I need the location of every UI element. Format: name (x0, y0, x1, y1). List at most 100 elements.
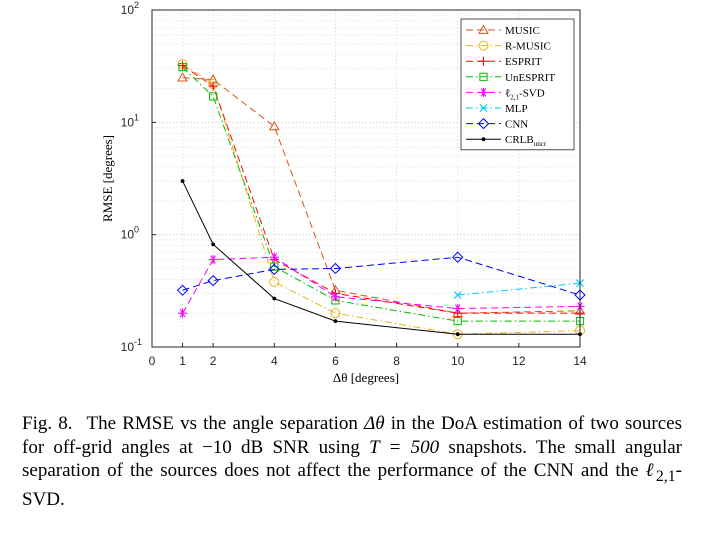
series-line--2-1-svd (182, 256, 581, 314)
legend-entry-r-music: R-MUSIC (466, 40, 551, 53)
y-tick-label: 10 (121, 228, 135, 242)
series-cnn (176, 251, 586, 301)
caption-snr: −10 (202, 436, 232, 458)
square-marker (479, 72, 488, 81)
x-axis-label: Δθ [degrees] (333, 370, 399, 385)
legend-label: CRLBuncr (505, 134, 547, 148)
dot-marker (333, 319, 338, 324)
legend-label: R-MUSIC (505, 41, 551, 53)
series-mlp (453, 279, 584, 300)
x-tick-label: 6 (332, 354, 339, 368)
diamond-marker (268, 263, 280, 276)
asterisk-marker (479, 87, 488, 97)
plus-marker (479, 56, 488, 66)
asterisk-marker (208, 255, 218, 265)
series-line-crlbuncr (182, 180, 580, 335)
caption-text-3: dB SNR using (231, 436, 370, 458)
caption-text-2: in the DoA estimation of two sources for… (22, 413, 682, 458)
legend-entry-crlbuncr: CRLBuncr (466, 134, 547, 148)
legend-label: CNN (505, 119, 528, 131)
legend-entry-unesprit: UnESPRIT (466, 72, 555, 84)
diamond-marker (329, 262, 342, 275)
triangle-marker (478, 24, 489, 34)
figure-caption: Fig. 8. The RMSE vs the angle separation … (22, 412, 682, 512)
x-tick-label: 12 (512, 354, 526, 368)
x-marker-stroke (479, 104, 488, 112)
asterisk-marker (330, 292, 340, 302)
legend-label: ℓ2,1-SVD (505, 87, 545, 101)
x-tick-label: 4 (271, 354, 278, 368)
series-line-mlp (457, 282, 581, 296)
plus-marker (178, 61, 188, 71)
legend-label-main: CRLB (505, 134, 534, 146)
legend-entry-mlp: MLP (466, 103, 528, 115)
legend-entry-music: MUSIC (466, 24, 540, 37)
x-tick-label: 14 (573, 354, 587, 368)
legend-box (460, 18, 575, 151)
series-line-r-music (182, 63, 581, 335)
y-tick-exponent: 0 (134, 225, 139, 235)
caption-l21-sub: 2,1 (655, 467, 676, 485)
caption-l21: ℓ (645, 460, 656, 481)
legend-label-sub: uncr (534, 140, 547, 148)
triangle-marker (177, 72, 188, 82)
y-tick-label: 10 (121, 3, 135, 17)
circle-marker (330, 308, 341, 319)
triangle-marker (268, 120, 280, 131)
square-marker (209, 92, 218, 101)
legend-entry-esprit: ESPRIT (466, 56, 542, 68)
legend-label: MLP (505, 103, 528, 115)
circle-marker (478, 40, 489, 51)
series-unesprit (178, 63, 585, 326)
legend-entry-cnn: CNN (466, 117, 528, 131)
legend-label: MUSIC (505, 25, 540, 37)
x-marker (453, 291, 462, 300)
series-line-unesprit (182, 66, 580, 322)
diamond-marker (176, 284, 189, 296)
dot-marker (211, 242, 216, 247)
dot-marker (455, 332, 460, 337)
x-tick-label: 0 (149, 354, 156, 368)
diamond-marker (477, 117, 490, 130)
x-tick-label: 2 (210, 354, 217, 368)
legend-label-main: ℓ (505, 87, 510, 99)
dot-marker (272, 296, 277, 301)
series-line-cnn (182, 256, 581, 296)
dot-marker (180, 179, 185, 183)
legend-label: ESPRIT (505, 56, 542, 68)
caption-text-4: snapshots. The small angular separation … (22, 436, 682, 482)
caption-text-5: -SVD. (22, 460, 682, 511)
legend-label-sub: 2,1 (510, 93, 519, 101)
x-tick-label: 10 (451, 354, 465, 368)
asterisk-marker (269, 252, 279, 262)
y-tick-exponent: -1 (134, 337, 142, 347)
asterisk-marker (178, 308, 188, 318)
diamond-marker (452, 251, 464, 263)
x-marker (479, 104, 488, 112)
legend-label: UnESPRIT (505, 72, 555, 84)
circle-marker (269, 276, 280, 287)
caption-label: Fig. 8. (22, 413, 73, 434)
asterisk-marker (453, 304, 463, 314)
plus-marker (208, 81, 218, 91)
series-crlbuncr (180, 179, 582, 337)
caption-delta-theta: Δθ (364, 413, 385, 434)
square-marker (453, 317, 462, 326)
legend-entry--2-1-svd: ℓ2,1-SVD (466, 87, 545, 101)
legend: MUSIC R-MUSIC ESPRIT UnESPRIT ℓ2,1-SVD MLP CNN… (460, 18, 575, 151)
y-tick-exponent: 2 (134, 0, 139, 10)
series-r-music (177, 59, 585, 340)
x-marker-stroke (453, 291, 462, 300)
caption-text-1: The RMSE vs the angle separation (86, 413, 365, 434)
legend-label-rest: -SVD (519, 87, 545, 99)
square-marker (178, 63, 187, 72)
y-tick-exponent: 1 (134, 112, 139, 122)
y-axis-label: RMSE [degrees] (100, 135, 115, 222)
diamond-marker (207, 274, 219, 287)
y-tick-label: 10 (121, 115, 135, 129)
series-line-music (182, 77, 581, 314)
y-tick-label: 10 (121, 340, 135, 354)
square-marker (270, 262, 279, 271)
